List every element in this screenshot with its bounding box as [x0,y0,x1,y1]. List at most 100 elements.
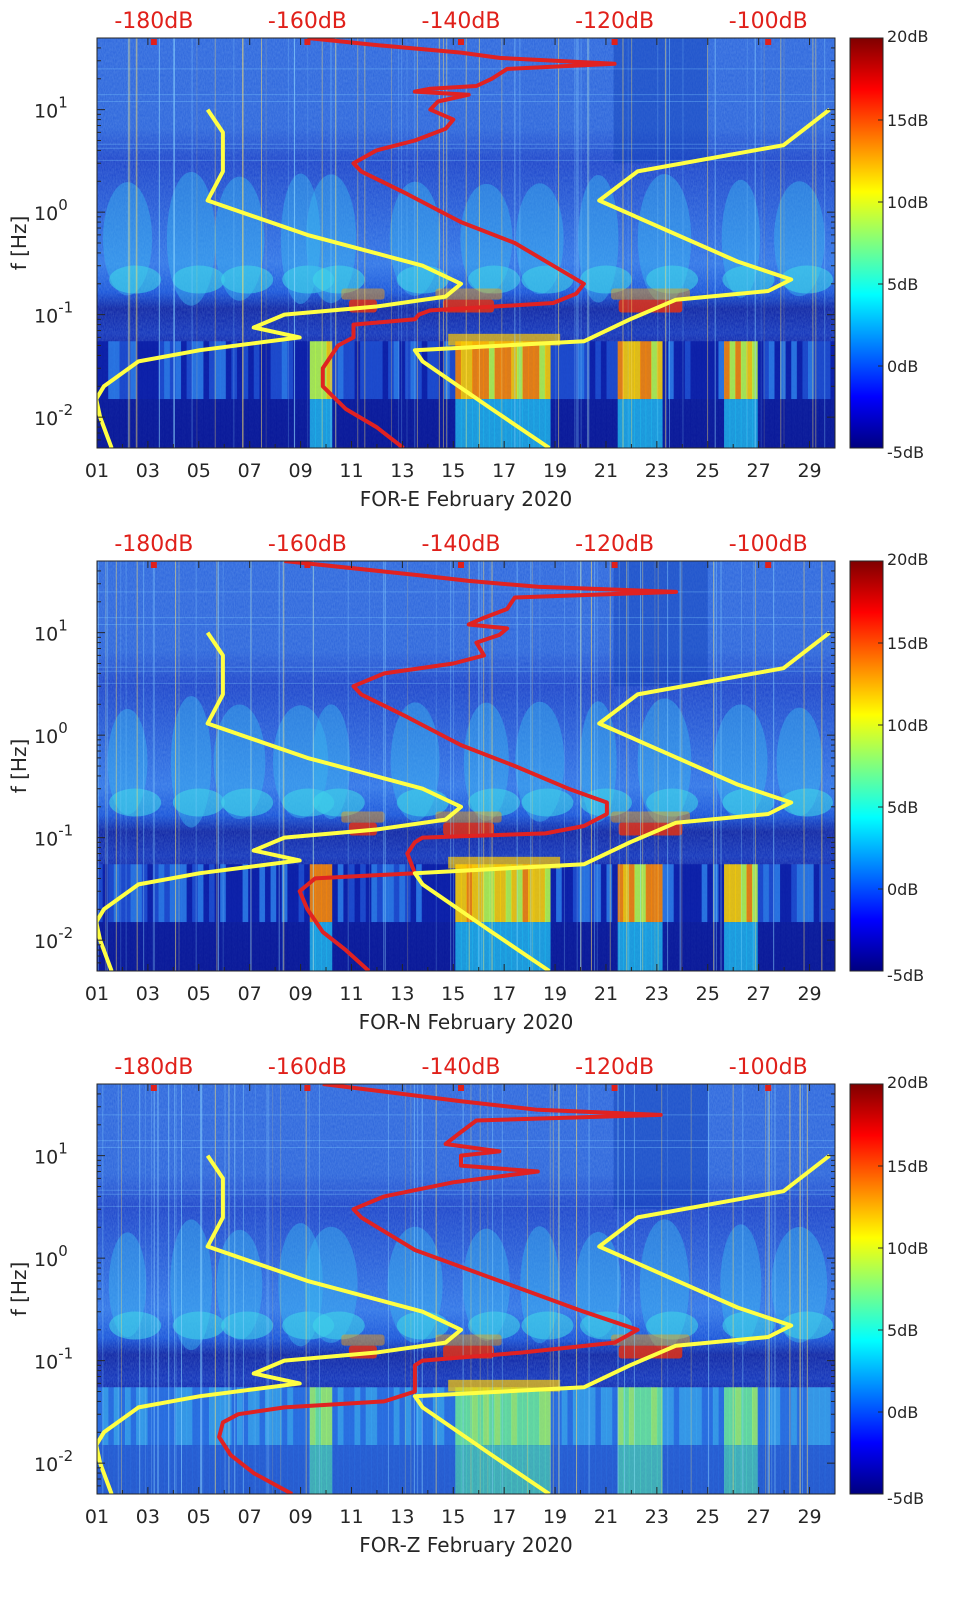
very-low-frequency-column [466,922,473,971]
low-frequency-column [264,864,272,923]
microseism-peak [579,1311,632,1340]
low-frequency-column [483,1387,490,1446]
very-low-frequency-column [242,1445,249,1494]
low-frequency-column [472,864,479,923]
low-frequency-column [477,1387,484,1446]
low-frequency-column [427,341,434,400]
low-frequency-column [348,864,356,923]
very-low-frequency-column [348,922,356,971]
low-frequency-column [746,341,753,400]
low-frequency-column [242,864,249,923]
x-tick-label: 13 [390,460,414,482]
very-low-frequency-column [735,399,742,448]
top-db-label: -100dB [729,1055,808,1080]
low-frequency-column [236,341,244,400]
quiet-band [613,561,708,687]
very-low-frequency-column [326,922,333,971]
top-db-tick [611,39,618,45]
very-low-frequency-column [393,1445,400,1494]
very-low-frequency-column [292,922,300,971]
low-frequency-column [802,1387,809,1446]
low-frequency-column [600,1387,607,1446]
very-low-frequency-column [656,399,663,448]
x-tick-label: 11 [339,460,363,482]
very-low-frequency-column [449,1445,456,1494]
very-low-frequency-column [388,1445,395,1494]
low-frequency-column [97,1387,104,1446]
low-frequency-column [544,341,551,400]
x-axis-label: FOR-Z February 2020 [359,1533,573,1557]
very-low-frequency-column [136,922,143,971]
very-low-frequency-column [544,922,551,971]
very-low-frequency-column [494,399,501,448]
low-frequency-column [796,341,803,400]
low-frequency-column [208,1387,216,1446]
very-low-frequency-column [556,1445,563,1494]
x-tick-label: 09 [288,460,312,482]
low-frequency-column [752,1387,759,1446]
very-low-frequency-column [337,1445,344,1494]
low-frequency-column [404,1387,412,1446]
low-frequency-column [147,864,154,923]
low-frequency-column [640,341,647,400]
very-low-frequency-column [612,399,619,448]
low-frequency-column [780,864,787,923]
microseism-peak [646,265,699,294]
very-low-frequency-column [623,922,630,971]
low-frequency-column [158,341,165,400]
very-low-frequency-column [360,1445,367,1494]
very-low-frequency-column [354,922,361,971]
low-frequency-column [516,1387,523,1446]
very-low-frequency-column [444,922,451,971]
very-low-frequency-column [824,399,831,448]
low-frequency-column [740,1387,747,1446]
very-low-frequency-column [404,922,412,971]
x-tick-label: 29 [797,983,821,1005]
low-frequency-column [365,1387,372,1446]
y-tick-base: 10 [34,726,58,748]
microseism-peak [109,1311,162,1340]
x-tick-label: 13 [390,983,414,1005]
low-frequency-column [365,864,372,923]
low-frequency-column [203,1387,210,1446]
low-frequency-column [595,1387,602,1446]
low-frequency-column [141,341,148,400]
very-low-frequency-column [292,399,300,448]
y-axis-label: f [Hz] [7,739,31,794]
microseism-peak [521,788,574,817]
low-frequency-column [242,341,249,400]
very-low-frequency-column [119,1445,126,1494]
low-frequency-column [584,1387,591,1446]
very-low-frequency-column [214,922,221,971]
low-frequency-column [578,864,585,923]
very-low-frequency-column [572,1445,579,1494]
very-low-frequency-column [824,1445,831,1494]
very-low-frequency-column [561,399,568,448]
low-frequency-column [522,1387,529,1446]
very-low-frequency-column [315,399,322,448]
very-low-frequency-column [203,1445,210,1494]
low-frequency-column [561,1387,568,1446]
very-low-frequency-column [567,922,574,971]
microseism-peak [172,788,225,817]
very-low-frequency-column [108,1445,115,1494]
low-frequency-column [662,864,669,923]
low-frequency-column [225,341,232,400]
low-frequency-column [281,864,288,923]
very-low-frequency-column [416,922,423,971]
low-frequency-column [673,864,680,923]
low-frequency-column [785,864,792,923]
very-low-frequency-column [645,1445,652,1494]
very-low-frequency-column [684,1445,691,1494]
very-low-frequency-column [326,1445,333,1494]
low-frequency-column [466,864,473,923]
low-frequency-column [371,864,378,923]
low-frequency-column [102,864,109,923]
low-frequency-column [729,1387,736,1446]
very-low-frequency-column [320,1445,328,1494]
colorbar-label: 0dB [887,1403,918,1422]
y-tick-base: 10 [34,101,58,123]
very-low-frequency-column [791,399,798,448]
low-frequency-column [544,864,551,923]
colorbar-label: 0dB [887,880,918,899]
